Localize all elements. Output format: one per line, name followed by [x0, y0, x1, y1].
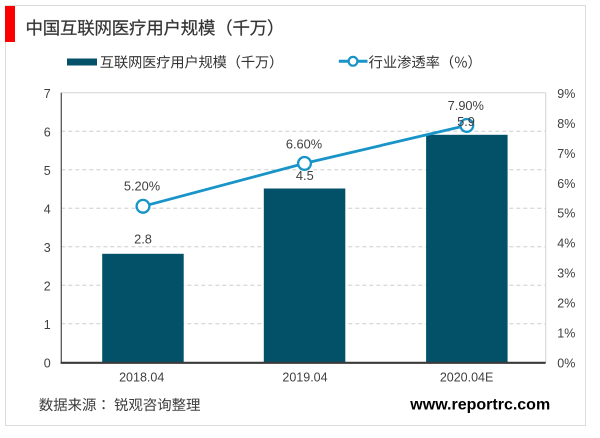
svg-text:3: 3 [44, 241, 51, 255]
svg-text:3%: 3% [557, 267, 575, 281]
svg-text:1: 1 [44, 318, 51, 332]
svg-text:6: 6 [44, 125, 51, 139]
svg-text:8%: 8% [557, 117, 575, 131]
svg-text:1%: 1% [557, 327, 575, 341]
svg-text:6.60%: 6.60% [286, 137, 322, 152]
svg-text:5.9: 5.9 [457, 114, 475, 129]
svg-text:4.5: 4.5 [296, 168, 314, 183]
svg-text:2018.04: 2018.04 [119, 370, 164, 384]
svg-text:6%: 6% [557, 177, 575, 191]
svg-text:2: 2 [44, 279, 51, 293]
svg-text:2019.04: 2019.04 [282, 370, 327, 384]
svg-text:7.90%: 7.90% [448, 98, 484, 113]
svg-text:5: 5 [44, 164, 51, 178]
svg-text:2%: 2% [557, 297, 575, 311]
svg-text:0%: 0% [557, 357, 575, 371]
svg-text:www.reportrc.com: www.reportrc.com [409, 396, 550, 413]
svg-text:9%: 9% [557, 87, 575, 101]
svg-text:2.8: 2.8 [134, 232, 152, 247]
svg-text:2020.04E: 2020.04E [440, 370, 494, 384]
svg-text:4%: 4% [557, 237, 575, 251]
svg-text:7%: 7% [557, 147, 575, 161]
svg-text:5.20%: 5.20% [124, 178, 160, 193]
svg-text:4: 4 [44, 202, 51, 216]
svg-text:0: 0 [44, 357, 51, 371]
svg-text:5%: 5% [557, 207, 575, 221]
svg-text:7: 7 [44, 87, 51, 101]
